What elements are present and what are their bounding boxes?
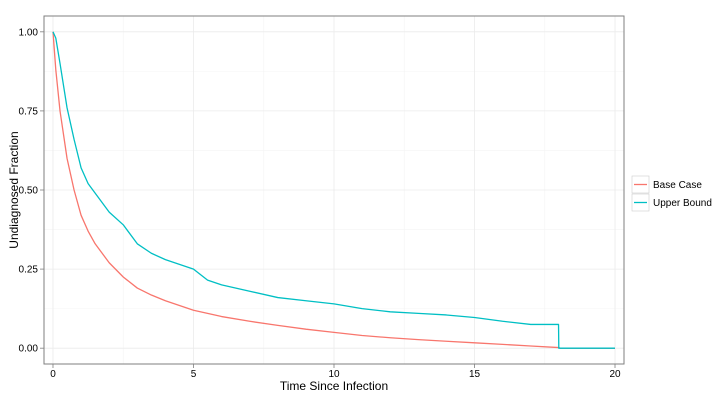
x-tick-label: 10 — [328, 369, 340, 380]
series-line-upper-bound — [52, 31, 616, 349]
x-tick-label: 15 — [469, 369, 481, 380]
legend: Base Case Upper Bound — [631, 175, 712, 212]
axis-ticks: 0 5 10 15 20 0.00 0.25 0.50 0.75 1.00 — [19, 27, 621, 380]
y-tick-label: 0.75 — [19, 106, 39, 117]
y-tick-label: 0.00 — [19, 344, 39, 355]
series-line-base-case — [52, 31, 616, 349]
x-tick-label: 5 — [191, 369, 197, 380]
y-axis-title: Undiagnosed Fraction — [7, 131, 21, 248]
y-tick-label: 1.00 — [19, 27, 39, 38]
legend-label: Base Case — [653, 180, 702, 191]
x-tick-label: 20 — [609, 369, 621, 380]
y-tick-label: 0.50 — [19, 186, 39, 197]
x-axis-title: Time Since Infection — [280, 379, 388, 393]
x-tick-label: 0 — [50, 369, 56, 380]
series-lines — [52, 31, 616, 349]
y-tick-label: 0.25 — [19, 265, 39, 276]
grid — [44, 16, 624, 364]
legend-label: Upper Bound — [653, 198, 712, 209]
